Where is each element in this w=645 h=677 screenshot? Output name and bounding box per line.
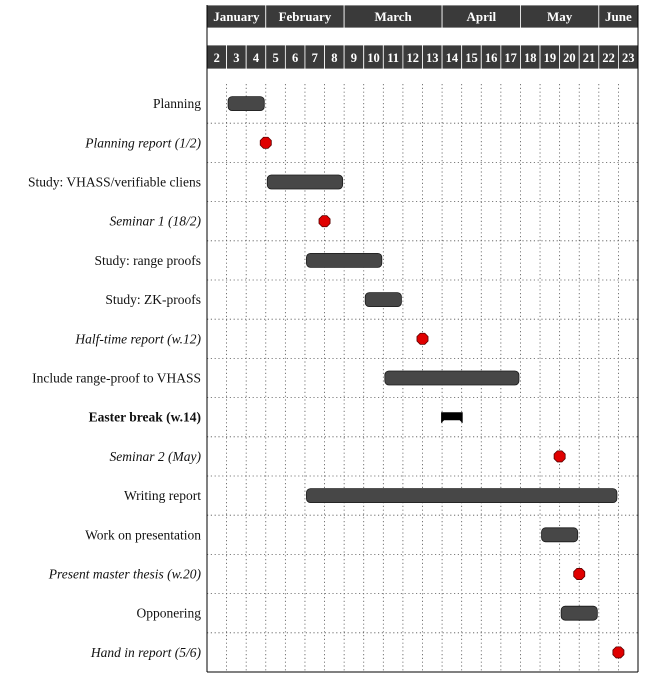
task-bar bbox=[384, 370, 520, 386]
week-label: 23 bbox=[622, 51, 635, 65]
task-bar bbox=[266, 174, 344, 190]
week-label: 7 bbox=[312, 51, 318, 65]
week-label: 19 bbox=[544, 51, 557, 65]
milestone-marker bbox=[553, 450, 566, 463]
break-bracket bbox=[441, 412, 463, 424]
task-label: Seminar 1 (18/2) bbox=[110, 214, 202, 229]
week-label: 15 bbox=[465, 51, 478, 65]
week-label: 13 bbox=[426, 51, 439, 65]
week-label: 9 bbox=[351, 51, 357, 65]
week-label: 4 bbox=[253, 51, 260, 65]
milestone-marker bbox=[318, 215, 331, 228]
week-label: 6 bbox=[292, 51, 298, 65]
task-bar bbox=[306, 252, 383, 268]
task-label: Work on presentation bbox=[85, 527, 201, 542]
week-label: 22 bbox=[602, 51, 615, 65]
task-bar bbox=[560, 605, 598, 621]
task-label: Opponering bbox=[137, 606, 202, 621]
week-label: 17 bbox=[504, 51, 517, 65]
week-label: 3 bbox=[233, 51, 239, 65]
week-label: 21 bbox=[583, 51, 596, 65]
milestone-marker bbox=[416, 332, 429, 345]
task-label: Seminar 2 (May) bbox=[110, 449, 202, 464]
task-label: Easter break (w.14) bbox=[89, 410, 201, 425]
task-bar bbox=[227, 96, 265, 111]
month-label: June bbox=[605, 9, 632, 24]
week-label: 10 bbox=[367, 51, 380, 65]
week-label: 18 bbox=[524, 51, 537, 65]
task-label: Include range-proof to VHASS bbox=[32, 371, 201, 386]
week-label: 5 bbox=[272, 51, 278, 65]
month-label: March bbox=[374, 9, 412, 24]
task-label: Planning bbox=[153, 96, 201, 111]
week-label: 14 bbox=[446, 51, 459, 65]
week-label: 16 bbox=[485, 51, 498, 65]
month-label: May bbox=[547, 9, 573, 24]
task-label: Study: VHASS/verifiable cliens bbox=[28, 175, 201, 190]
task-bar bbox=[306, 488, 618, 504]
task-label: Half-time report (w.12) bbox=[74, 331, 201, 346]
week-label: 12 bbox=[406, 51, 419, 65]
week-label: 11 bbox=[387, 51, 399, 65]
month-label: February bbox=[279, 9, 332, 24]
month-label: January bbox=[213, 9, 260, 24]
task-label: Planning report (1/2) bbox=[84, 135, 201, 150]
week-label: 8 bbox=[331, 51, 337, 65]
milestone-marker bbox=[573, 568, 586, 580]
week-label: 20 bbox=[563, 51, 576, 65]
milestone-marker bbox=[259, 136, 272, 149]
task-label: Present master thesis (w.20) bbox=[48, 567, 202, 582]
month-label: April bbox=[466, 9, 496, 24]
task-bar bbox=[364, 292, 402, 308]
task-label: Study: ZK-proofs bbox=[105, 292, 201, 307]
task-label: Hand in report (5/6) bbox=[90, 645, 202, 660]
task-bar bbox=[541, 527, 579, 543]
task-label: Writing report bbox=[124, 488, 201, 503]
milestone-marker bbox=[612, 646, 625, 659]
week-label: 2 bbox=[214, 51, 220, 65]
task-label: Study: range proofs bbox=[95, 253, 201, 268]
